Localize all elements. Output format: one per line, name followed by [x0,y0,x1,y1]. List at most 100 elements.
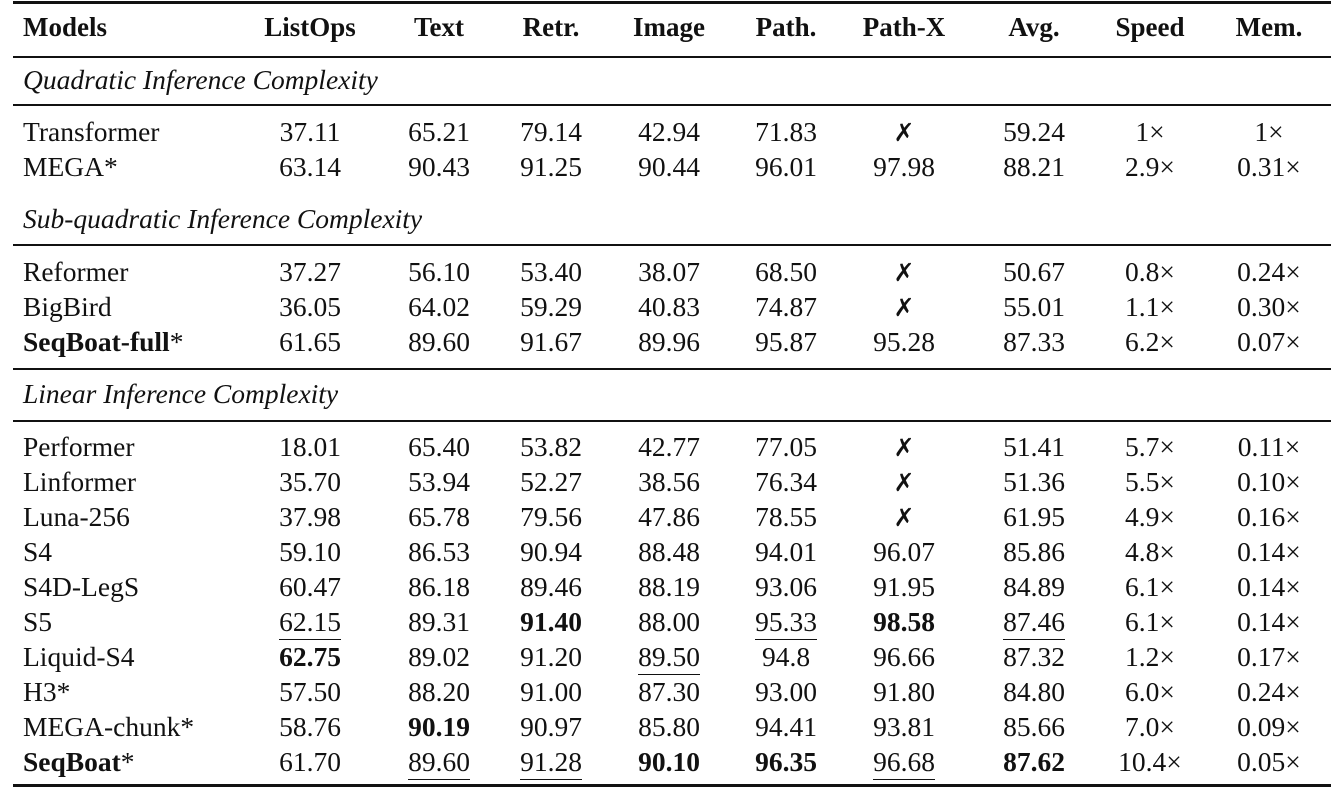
table-cell: 0.10× [1189,464,1335,499]
table-cell: 90.44 [589,149,749,184]
table-cell: 62.75 [230,639,390,674]
model-label: Linformer [23,466,137,497]
table-cell: 61.65 [230,324,390,359]
table-cell: 90.19 [359,709,519,744]
table-cell: 88.19 [589,569,749,604]
table-cell: 85.86 [954,534,1114,569]
cell-value: 0.10× [1237,466,1301,497]
table-cell: 77.05 [706,429,866,464]
cell-value: 87.30 [638,676,700,707]
table-cell: 1× [1070,114,1230,149]
table-cell: 52.27 [471,464,631,499]
header-models: Models [23,12,107,42]
cell-value: 85.66 [1003,711,1065,742]
table-cell: 89.60 [359,744,519,780]
cell-value: 87.32 [1003,641,1065,672]
cell-value: 79.56 [520,501,582,532]
header-text: Text [413,12,464,42]
table-cell: 88.21 [954,149,1114,184]
table-cell: 74.87 [706,289,866,324]
cell-value: 61.70 [279,746,341,777]
table-cell: 91.80 [824,674,984,709]
cell-value: 89.60 [408,326,470,357]
table-cell: 60.47 [230,569,390,604]
cell-value: 0.16× [1237,501,1301,532]
cell-value: 91.25 [520,151,582,182]
cell-value: 6.1× [1125,571,1175,602]
cell-value: 85.80 [638,711,700,742]
cell-value: 64.02 [408,291,470,322]
table-cell: 95.33 [706,604,866,640]
table-cell: 53.40 [471,254,631,289]
cell-value: 88.20 [408,676,470,707]
table-cell: 0.17× [1189,639,1335,674]
cell-value: 37.11 [279,116,341,147]
table-cell: 53.82 [471,429,631,464]
table-cell: 1.2× [1070,639,1230,674]
cell-value: 86.53 [408,536,470,567]
table-cell: ✗ [824,429,984,464]
table-cell: 90.97 [471,709,631,744]
model-suffix: * [180,711,195,742]
table-cell: 89.02 [359,639,519,674]
cell-value: 79.14 [520,116,582,147]
cell-value: 0.24× [1237,676,1301,707]
table-cell: 96.66 [824,639,984,674]
table-cell: 87.32 [954,639,1114,674]
model-label: Liquid-S4 [23,641,135,672]
cell-value: 91.67 [520,326,582,357]
cell-value: 90.10 [638,746,700,777]
cell-value: 52.27 [520,466,582,497]
table-cell: 93.81 [824,709,984,744]
cell-value: 62.15 [279,607,341,640]
cell-value: 98.58 [873,606,935,637]
table-cell: 86.18 [359,569,519,604]
cell-value: 78.55 [755,501,817,532]
model-label: H3 [23,676,57,707]
model-name: Linformer [23,464,136,499]
table-cell: 0.16× [1189,499,1335,534]
table-cell: 65.21 [359,114,519,149]
section-rule [13,244,1331,246]
table-row: Transformer 37.11 65.21 79.14 42.94 71.83 ✗ 59.… [13,114,1331,149]
table-cell: 89.50 [589,639,749,675]
table-cell: 4.9× [1070,499,1230,534]
table-row: Liquid-S4 62.75 89.02 91.20 89.50 94.8 96.66 87… [13,639,1331,675]
cell-value: 10.4× [1118,746,1182,777]
table-cell: 0.8× [1070,254,1230,289]
cell-value: 77.05 [755,431,817,462]
cell-value: 90.97 [520,711,582,742]
table-cell: 94.8 [706,639,866,674]
table-cell: 96.68 [824,744,984,780]
table-cell: 96.01 [706,149,866,184]
table-cell: 5.5× [1070,464,1230,499]
model-label: Luna-256 [23,501,130,532]
cell-value: 91.80 [873,676,935,707]
table-cell: 87.33 [954,324,1114,359]
cell-value: 42.77 [638,431,700,462]
model-suffix: * [103,151,118,182]
table-cell: 94.01 [706,534,866,569]
table-cell: 61.70 [230,744,390,779]
cell-value: 0.31× [1237,151,1301,182]
table-cell: 91.40 [471,604,631,639]
table-cell: 87.30 [589,674,749,709]
cell-value: 6.0× [1125,676,1175,707]
model-label: MEGA [23,151,104,182]
cell-value: 4.8× [1125,536,1175,567]
cell-value: 4.9× [1125,501,1175,532]
table-cell: 0.09× [1189,709,1335,744]
cell-value: 2.9× [1125,151,1175,182]
cell-value: 93.06 [755,571,817,602]
model-label: MEGA-chunk [23,711,181,742]
cell-value: 61.65 [279,326,341,357]
table-cell: 0.30× [1189,289,1335,324]
table-cell: 6.1× [1070,569,1230,604]
top-rule [13,1,1331,4]
table-cell: 65.78 [359,499,519,534]
cell-value: 91.95 [873,571,935,602]
cell-value: 96.07 [873,536,935,567]
cell-value: 65.21 [408,116,470,147]
table-row: S4D-LegS 60.47 86.18 89.46 88.19 93.06 91.95 84… [13,569,1331,604]
model-name: BigBird [23,289,112,324]
